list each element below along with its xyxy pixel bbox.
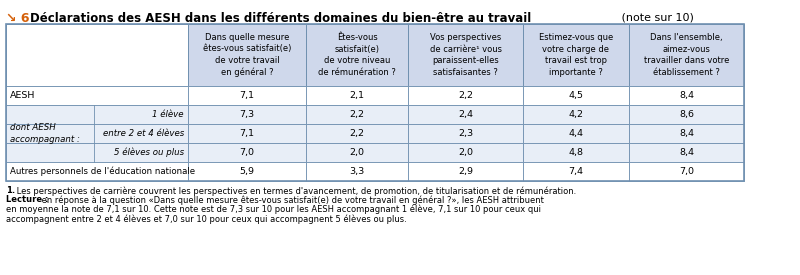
Text: (note sur 10): (note sur 10) (618, 12, 694, 22)
Bar (523, 24, 629, 86)
Text: 3,3: 3,3 (350, 167, 365, 176)
Bar (629, 24, 744, 86)
Text: 4,4: 4,4 (569, 129, 583, 138)
Text: 1.: 1. (6, 186, 15, 195)
Bar (6, 105, 188, 124)
Text: AESH: AESH (10, 91, 35, 100)
Text: 8,6: 8,6 (679, 110, 694, 119)
Text: 7,4: 7,4 (569, 167, 583, 176)
Bar (6, 24, 744, 181)
Bar (306, 143, 408, 162)
Text: Vos perspectives
de carrière¹ vous
paraissent-elles
satisfaisantes ?: Vos perspectives de carrière¹ vous parai… (430, 33, 502, 77)
Bar (408, 124, 523, 143)
Bar (6, 162, 188, 181)
Text: 5,9: 5,9 (239, 167, 254, 176)
Bar (408, 86, 523, 105)
Bar (629, 124, 744, 143)
Text: en réponse à la question «Dans quelle mesure êtes-vous satisfait(e) de votre tra: en réponse à la question «Dans quelle me… (39, 196, 544, 205)
Bar (6, 124, 188, 143)
Text: Autres personnels de l'éducation nationale: Autres personnels de l'éducation nationa… (10, 167, 195, 176)
Bar (188, 124, 306, 143)
Text: 7,1: 7,1 (239, 91, 254, 100)
Text: 2,0: 2,0 (350, 148, 365, 157)
Bar (629, 143, 744, 162)
Text: 8,4: 8,4 (679, 91, 694, 100)
Bar (523, 86, 629, 105)
Text: dont AESH
accompagnant :: dont AESH accompagnant : (10, 123, 80, 144)
Text: 7,0: 7,0 (679, 167, 694, 176)
Text: Estimez-vous que
votre charge de
travail est trop
importante ?: Estimez-vous que votre charge de travail… (539, 33, 613, 77)
Text: 2,4: 2,4 (458, 110, 473, 119)
Bar (306, 86, 408, 105)
Bar (523, 124, 629, 143)
Bar (188, 105, 306, 124)
Text: Dans l'ensemble,
aimez-vous
travailler dans votre
établissement ?: Dans l'ensemble, aimez-vous travailler d… (644, 33, 729, 77)
Text: 8,4: 8,4 (679, 148, 694, 157)
Bar (6, 86, 188, 105)
Bar (408, 143, 523, 162)
Text: 2,0: 2,0 (458, 148, 473, 157)
Text: 2,2: 2,2 (350, 110, 365, 119)
Text: 5 élèves ou plus: 5 élèves ou plus (114, 148, 184, 157)
Bar (6, 143, 188, 162)
Text: 4,5: 4,5 (569, 91, 583, 100)
Bar (306, 105, 408, 124)
Text: 2,3: 2,3 (458, 129, 473, 138)
Text: 7,0: 7,0 (239, 148, 254, 157)
Text: 2,1: 2,1 (350, 91, 365, 100)
Bar (523, 143, 629, 162)
Bar (188, 24, 306, 86)
Text: Déclarations des AESH dans les différents domaines du bien-être au travail: Déclarations des AESH dans les différent… (30, 12, 531, 25)
Bar (629, 162, 744, 181)
Text: 7,3: 7,3 (239, 110, 254, 119)
Text: ↘ 6: ↘ 6 (6, 12, 30, 25)
Bar (523, 105, 629, 124)
Text: Lecture :: Lecture : (6, 196, 48, 205)
Bar (306, 162, 408, 181)
Bar (306, 24, 408, 86)
Bar (408, 105, 523, 124)
Text: 2,2: 2,2 (458, 91, 473, 100)
Bar (523, 162, 629, 181)
Bar (408, 24, 523, 86)
Text: accompagnent entre 2 et 4 élèves et 7,0 sur 10 pour ceux qui accompagnent 5 élèv: accompagnent entre 2 et 4 élèves et 7,0 … (6, 214, 406, 224)
Text: 2,2: 2,2 (350, 129, 365, 138)
Text: entre 2 et 4 élèves: entre 2 et 4 élèves (102, 129, 184, 138)
Bar (408, 162, 523, 181)
Bar (188, 86, 306, 105)
Bar (6, 24, 188, 86)
Bar (188, 162, 306, 181)
Text: Les perspectives de carrière couvrent les perspectives en termes d'avancement, d: Les perspectives de carrière couvrent le… (14, 186, 576, 196)
Text: 1 élève: 1 élève (153, 110, 184, 119)
Text: 4,2: 4,2 (569, 110, 583, 119)
Text: 8,4: 8,4 (679, 129, 694, 138)
Bar (629, 86, 744, 105)
Text: 4,8: 4,8 (569, 148, 583, 157)
Text: Dans quelle mesure
êtes-vous satisfait(e)
de votre travail
en général ?: Dans quelle mesure êtes-vous satisfait(e… (203, 33, 291, 77)
Text: Êtes-vous
satisfait(e)
de votre niveau
de rémunération ?: Êtes-vous satisfait(e) de votre niveau d… (318, 33, 396, 77)
Text: 7,1: 7,1 (239, 129, 254, 138)
Bar (629, 105, 744, 124)
Text: en moyenne la note de 7,1 sur 10. Cette note est de 7,3 sur 10 pour les AESH acc: en moyenne la note de 7,1 sur 10. Cette … (6, 205, 541, 214)
Bar (188, 143, 306, 162)
Bar (306, 124, 408, 143)
Text: 2,9: 2,9 (458, 167, 473, 176)
